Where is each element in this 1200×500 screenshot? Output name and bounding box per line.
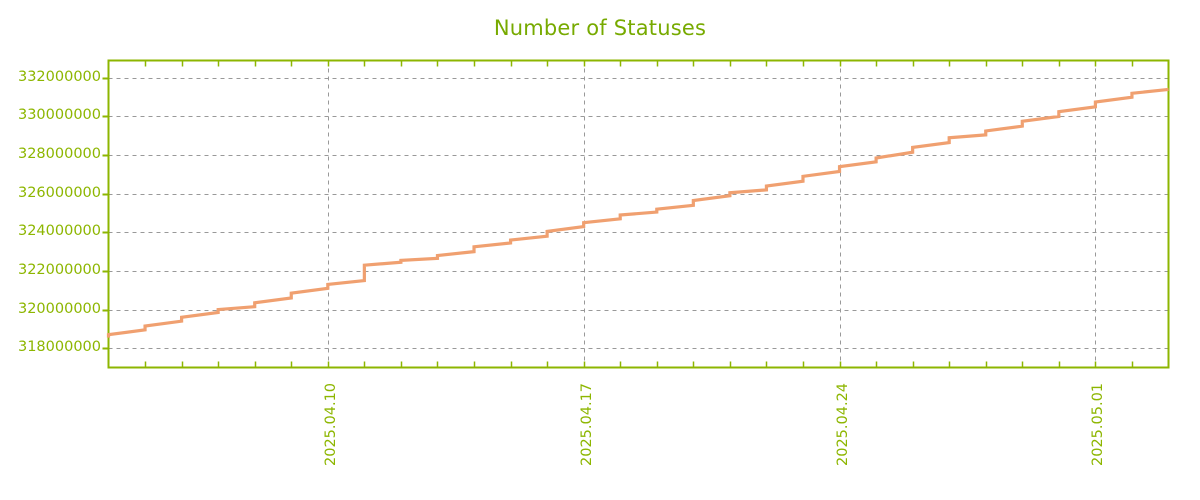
y-axis-tick-label: 324000000 [17, 222, 101, 239]
x-axis-tick-label: 2025.05.01 [1089, 382, 1106, 466]
chart-title: Number of Statuses [493, 16, 707, 40]
y-axis-tick-label: 326000000 [17, 184, 101, 201]
x-axis-tick-label: 2025.04.24 [834, 382, 851, 466]
y-axis-tick-label: 330000000 [17, 106, 101, 123]
y-axis-tick-label: 320000000 [17, 300, 101, 317]
y-axis-tick-labels: 318000000 320000000 322000000 324000000 3260… [0, 0, 101, 500]
y-axis-tick-label: 322000000 [17, 261, 101, 278]
y-axis-tick-label: 318000000 [17, 338, 101, 355]
vertical-gridlines [328, 60, 1096, 368]
data-series-line [106, 87, 1169, 338]
x-axis-tick-label: 2025.04.10 [322, 382, 339, 466]
plot-frame-border [107, 59, 1170, 369]
horizontal-gridlines [108, 78, 1169, 349]
y-axis-tick-label: 332000000 [17, 68, 101, 85]
x-axis-tick-label: 2025.04.17 [578, 382, 595, 466]
y-axis-tick-label: 328000000 [17, 145, 101, 162]
